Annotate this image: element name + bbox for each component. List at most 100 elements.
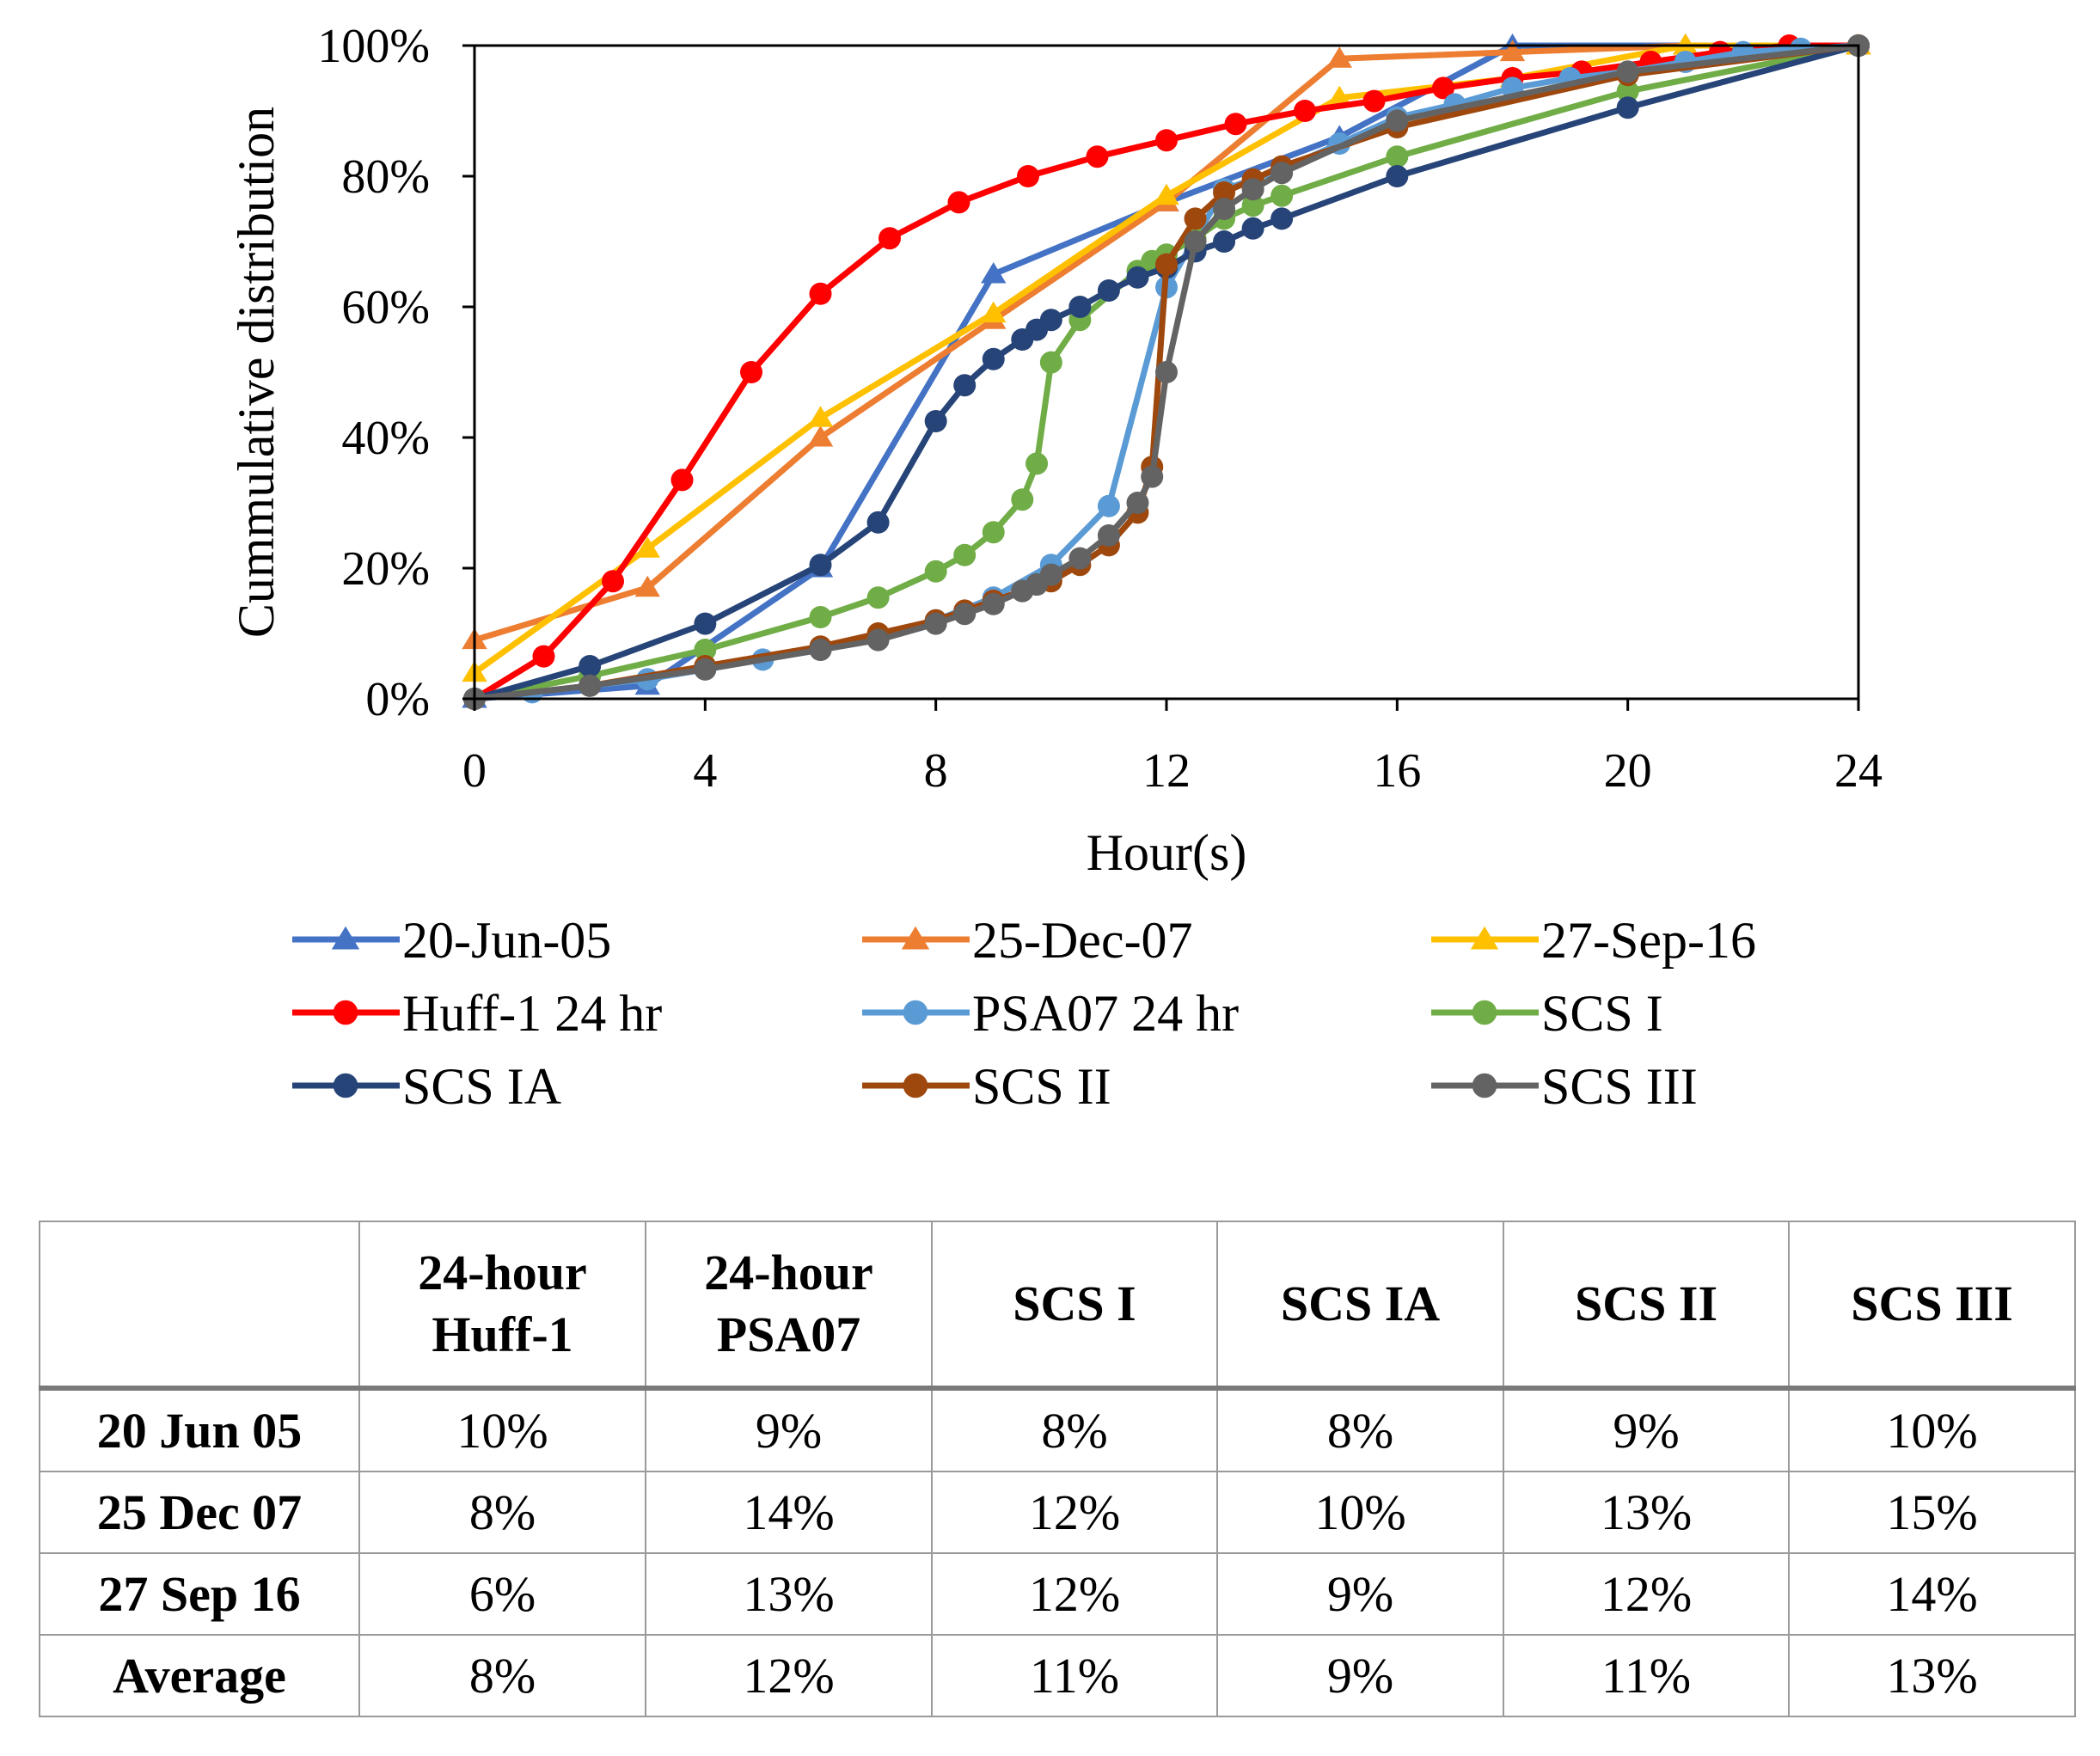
table-cell: 8% [1216, 1387, 1504, 1472]
table-cell: 10% [1216, 1471, 1504, 1554]
data-point [1213, 181, 1236, 204]
data-point [1270, 162, 1294, 185]
y-tick-label: 60% [341, 281, 430, 334]
row-label: 20 Jun 05 [39, 1387, 360, 1472]
series-line [474, 42, 1859, 702]
y-tick-label: 80% [341, 150, 430, 204]
legend-label: Huff-1 24 hr [402, 985, 662, 1042]
x-axis-title: Hour(s) [1087, 824, 1247, 881]
series-25-dec-07 [462, 34, 1871, 650]
data-point [1097, 279, 1120, 302]
data-point [579, 674, 602, 697]
table-cell: 12% [931, 1552, 1218, 1636]
legend-marker [1472, 1073, 1497, 1098]
data-point [1270, 207, 1294, 230]
header-line-1: 24-hour [418, 1244, 587, 1300]
data-point [1386, 109, 1409, 132]
legend-label: SCS II [972, 1058, 1111, 1115]
data-point [532, 645, 555, 668]
table-cell: 12% [645, 1634, 933, 1717]
data-point [1126, 492, 1149, 514]
header-line-1: SCS III [1851, 1275, 2013, 1331]
data-point [1097, 494, 1120, 517]
table-cell: 14% [1788, 1552, 2076, 1636]
data-point [953, 374, 977, 397]
data-point [1499, 40, 1526, 62]
table-cell: 9% [1503, 1387, 1790, 1472]
legend-item: SCS II [862, 1058, 1111, 1115]
x-tick-label: 0 [462, 744, 487, 798]
x-tick-label: 20 [1604, 744, 1652, 798]
table-header-cell: 24-hour Huff-1 [358, 1221, 646, 1391]
x-tick-label: 8 [924, 744, 948, 798]
data-point [1017, 165, 1039, 187]
table-row: Average 8% 12% 11% 9% 11% 13% [39, 1634, 2076, 1717]
data-point [579, 655, 602, 677]
data-point [953, 543, 977, 566]
table-cell: 8% [358, 1471, 646, 1554]
data-point [1241, 194, 1264, 217]
data-point [807, 425, 834, 447]
data-point [924, 560, 947, 583]
legend-marker [1470, 926, 1499, 950]
table-corner-cell [39, 1221, 360, 1391]
header-line-2: PSA07 [716, 1306, 861, 1362]
data-point [807, 406, 834, 427]
y-axis-title: Cummulative distribution [228, 107, 285, 638]
y-tick-label: 0% [365, 673, 430, 726]
data-point [1126, 266, 1149, 289]
data-point [1432, 76, 1454, 100]
table-cell: 8% [931, 1387, 1218, 1472]
table-row: 27 Sep 16 6% 13% 12% 9% 12% 14% [39, 1552, 2076, 1636]
data-point [924, 612, 947, 635]
data-point [1326, 46, 1352, 68]
table-cell: 13% [1788, 1634, 2076, 1717]
data-point [866, 511, 890, 534]
legend-label: PSA07 24 hr [972, 985, 1239, 1042]
table-cell: 12% [931, 1471, 1218, 1554]
data-point [1616, 96, 1639, 119]
legend-item: 27-Sep-16 [1431, 912, 1756, 969]
header-line-2: Huff-1 [432, 1306, 573, 1362]
legend-item: PSA07 24 hr [862, 985, 1239, 1042]
data-point [1026, 452, 1049, 475]
legend-label: 20-Jun-05 [402, 912, 611, 969]
data-point [982, 347, 1005, 370]
data-point [953, 603, 977, 626]
data-point [1213, 198, 1236, 220]
data-point [1386, 145, 1409, 168]
series-layer [462, 34, 1871, 710]
data-point [694, 658, 717, 681]
table-cell: 8% [358, 1634, 646, 1717]
table-row: 25 Dec 07 8% 14% 12% 10% 13% 15% [39, 1471, 2076, 1554]
table-cell: 12% [1503, 1552, 1790, 1636]
data-point [1039, 309, 1062, 332]
table-cell: 11% [1503, 1634, 1790, 1717]
data-point [694, 639, 717, 661]
data-point [1184, 207, 1207, 230]
data-point [947, 191, 970, 214]
legend-label: 25-Dec-07 [972, 912, 1193, 969]
x-tick-label: 16 [1373, 744, 1421, 798]
data-point [1155, 129, 1178, 152]
data-point [809, 282, 832, 305]
series-scs-i [463, 34, 1870, 710]
data-point [1068, 547, 1092, 570]
data-point [866, 628, 890, 652]
legend-marker [903, 1000, 928, 1025]
data-point [1616, 60, 1639, 83]
legend-label: SCS IA [402, 1058, 561, 1115]
data-point [1326, 85, 1352, 107]
legend-marker [333, 1073, 358, 1098]
data-point [670, 468, 694, 492]
legend-marker [331, 926, 360, 950]
y-tick-label: 40% [341, 412, 430, 465]
table-header-cell: SCS I [931, 1221, 1218, 1391]
legend-item: SCS IA [292, 1058, 561, 1115]
header-line-1: SCS II [1574, 1275, 1718, 1331]
data-point [924, 410, 947, 432]
table-cell: 9% [1216, 1552, 1504, 1636]
row-label: 25 Dec 07 [39, 1471, 360, 1554]
data-point [809, 639, 832, 661]
data-point [1155, 253, 1178, 276]
